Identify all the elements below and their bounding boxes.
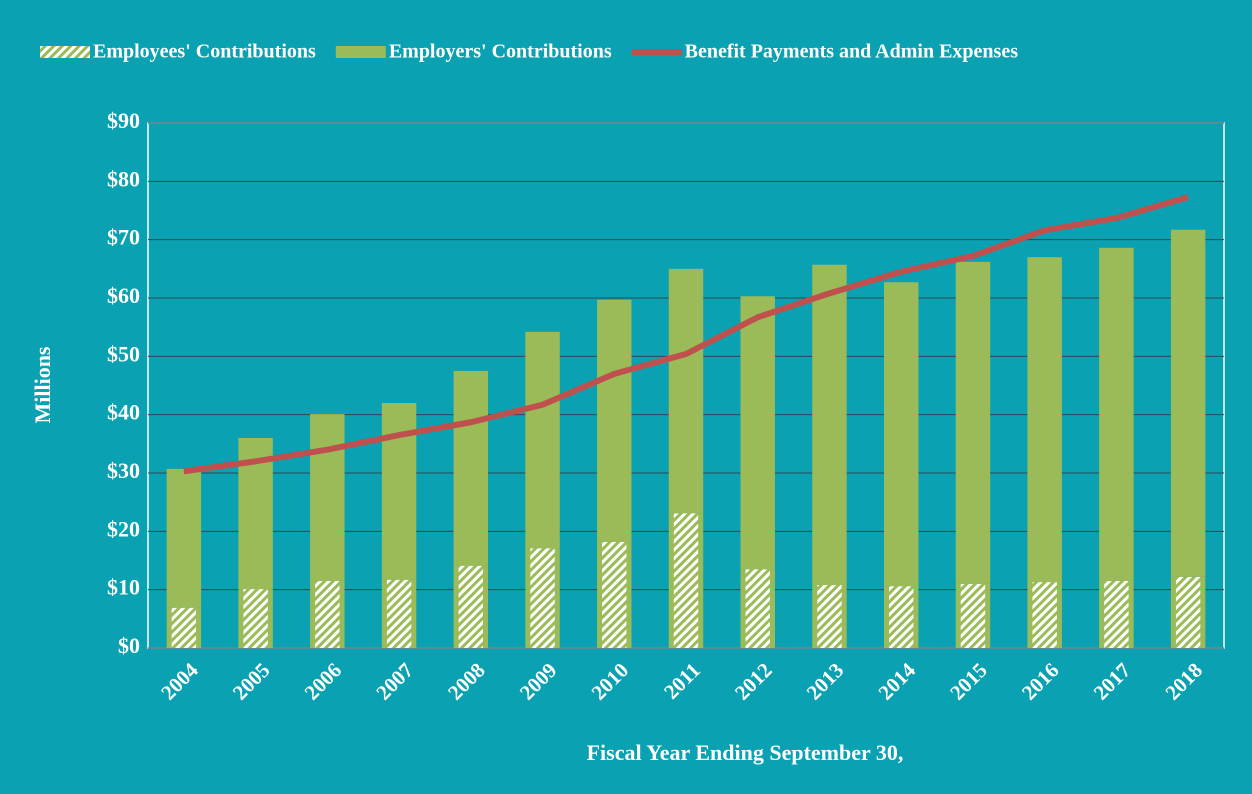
bar <box>668 268 704 514</box>
bar <box>955 261 991 584</box>
bar <box>1027 257 1062 583</box>
bar <box>1175 576 1201 648</box>
bar <box>883 282 919 587</box>
y-axis-title: Millions <box>30 346 55 423</box>
bar <box>1099 247 1134 581</box>
y-tick-label: $50 <box>107 341 140 366</box>
bar <box>525 331 560 549</box>
bar <box>673 513 699 648</box>
x-axis-title: Fiscal Year Ending September 30, <box>587 740 904 765</box>
bar <box>530 548 555 648</box>
bar <box>458 565 483 648</box>
bar <box>1170 229 1206 577</box>
y-tick-label: $0 <box>118 633 140 658</box>
bar <box>166 468 202 608</box>
bar <box>960 583 986 648</box>
y-tick-label: $60 <box>107 283 140 308</box>
bar <box>310 414 345 581</box>
bar <box>1032 582 1057 648</box>
legend-swatch <box>40 46 90 58</box>
bar <box>243 589 268 648</box>
bar <box>812 264 847 585</box>
legend-label: Employees' Contributions <box>93 41 316 63</box>
bar <box>315 580 340 648</box>
line <box>183 194 1189 475</box>
bar <box>740 296 775 570</box>
y-tick-label: $90 <box>107 108 140 133</box>
bar <box>453 370 489 566</box>
bar <box>745 569 770 648</box>
bar <box>381 403 417 580</box>
y-tick-label: $40 <box>107 400 140 425</box>
legend-swatch <box>335 46 386 58</box>
y-tick-label: $20 <box>107 516 140 541</box>
y-tick-label: $30 <box>107 458 140 483</box>
y-tick-label: $10 <box>107 575 140 600</box>
y-tick-label: $80 <box>107 166 140 191</box>
bar <box>386 579 412 648</box>
bar <box>889 586 914 648</box>
bar <box>1104 580 1129 648</box>
y-tick-label: $70 <box>107 225 140 250</box>
bar <box>171 607 197 648</box>
bar <box>817 585 842 648</box>
bar <box>597 299 632 542</box>
legend-label: Employers' Contributions <box>389 41 612 63</box>
legend-label: Benefit Payments and Admin Expenses <box>685 41 1019 63</box>
bar <box>602 541 627 648</box>
